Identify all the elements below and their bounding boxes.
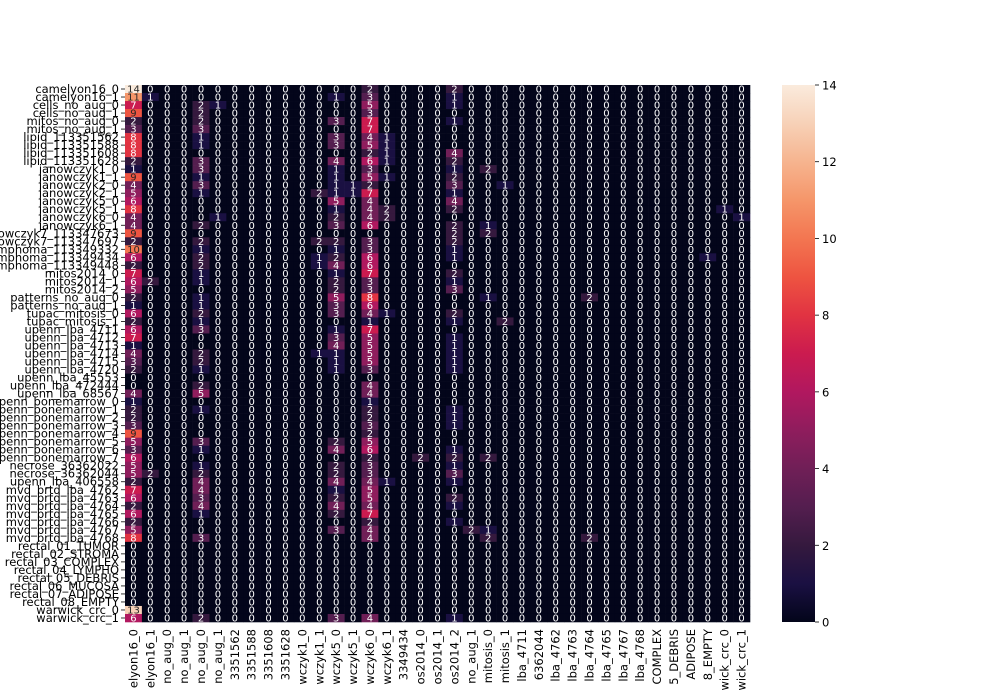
heatmap-cell-value: 0	[569, 613, 575, 624]
heatmap-cell-value: 0	[688, 613, 694, 624]
heatmap-cell-value: 0	[553, 613, 559, 624]
heatmap-cell-value: 0	[181, 613, 187, 624]
heatmap-cell-value: 4	[367, 613, 373, 624]
heatmap-cell-value: 0	[417, 613, 423, 624]
heatmap-cell-value: 0	[401, 613, 407, 624]
heatmap-cell-value: 6	[130, 613, 136, 624]
heatmap-cell-value: 0	[620, 613, 626, 624]
heatmap-cell-value: 0	[265, 613, 271, 624]
heatmap-cell-value: 0	[536, 613, 542, 624]
heatmap-cell-value: 0	[249, 613, 255, 624]
heatmap-cell-value: 1	[451, 613, 457, 624]
heatmap-cell-value: 0	[350, 613, 356, 624]
y-axis-tick-labels: camelyon16_0camelyon16_1cells_no_aug_0ce…	[0, 82, 125, 625]
heatmap-cell-value: 0	[316, 613, 322, 624]
heatmap-cell-value: 0	[147, 613, 153, 624]
heatmap-cell-value: 0	[282, 613, 288, 624]
heatmap-cell-value: 0	[502, 613, 508, 624]
heatmap-cell-value: 0	[637, 613, 643, 624]
heatmap-cell-value: 3	[333, 613, 339, 624]
heatmap-cell-value: 2	[198, 613, 204, 624]
heatmap-cell-value: 0	[232, 613, 238, 624]
heatmap-cell-value: 0	[434, 613, 440, 624]
heatmap-cell-value: 0	[485, 613, 491, 624]
heatmap-cell-value: 0	[705, 613, 711, 624]
heatmap-cell-value: 0	[654, 613, 660, 624]
heatmap-cell-value: 0	[586, 613, 592, 624]
heatmap-cell-value: 0	[671, 613, 677, 624]
heatmap-cell-value: 0	[299, 613, 305, 624]
heatmap-cell-value: 0	[215, 613, 221, 624]
heatmap-cell-value: 0	[164, 613, 170, 624]
heatmap-cell-value: 0	[603, 613, 609, 624]
heatmap-cell-value: 0	[721, 613, 727, 624]
heatmap-cell-value: 0	[468, 613, 474, 624]
heatmap-cell-value: 0	[384, 613, 390, 624]
heatmap-cell-value: 0	[738, 613, 744, 624]
heatmap-cell-value: 0	[519, 613, 525, 624]
